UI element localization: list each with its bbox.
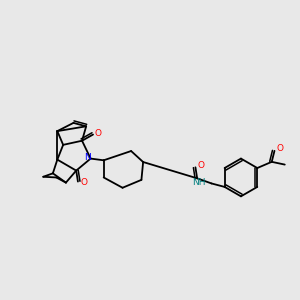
Text: O: O [198, 161, 205, 170]
Text: O: O [276, 144, 283, 153]
Text: O: O [94, 129, 101, 138]
Text: N: N [84, 153, 91, 162]
Text: NH: NH [192, 178, 206, 187]
Text: O: O [80, 178, 87, 188]
